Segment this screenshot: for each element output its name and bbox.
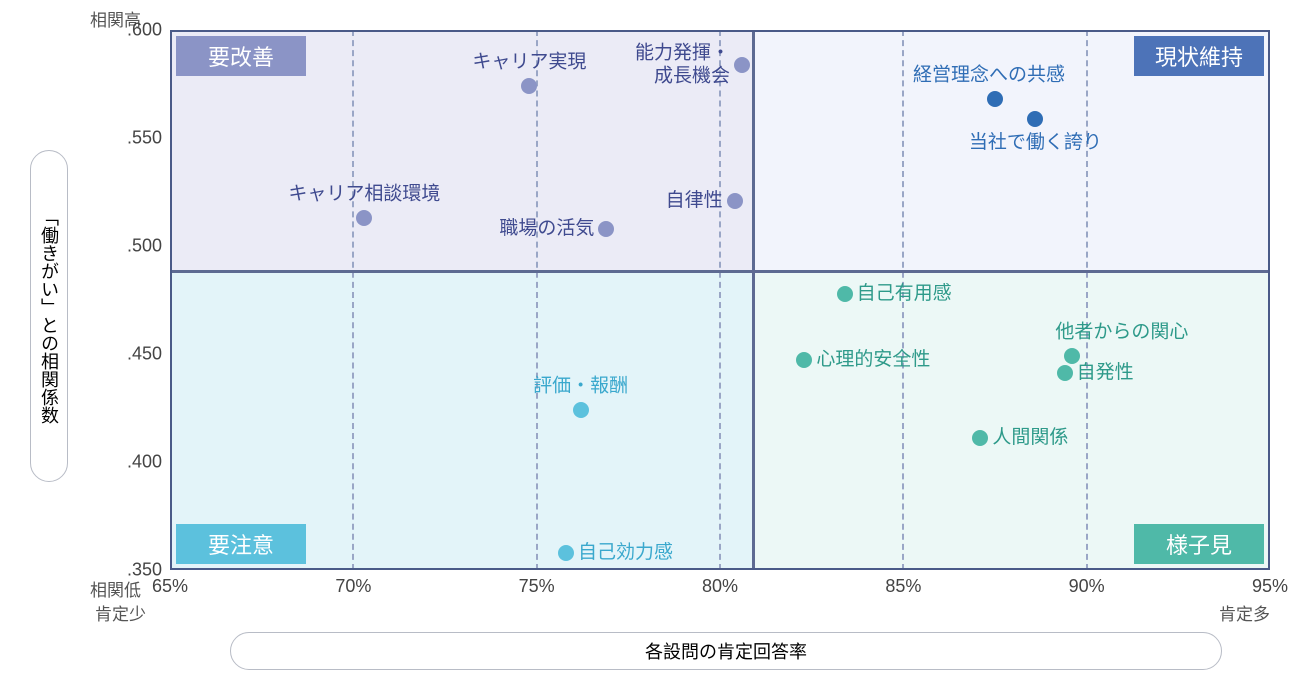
point-psych-safety <box>796 352 812 368</box>
x-axis-title-pill: 各設問の肯定回答率 <box>230 632 1222 670</box>
badge-maintain: 現状維持 <box>1134 36 1264 76</box>
y-tick-label: .400 <box>102 452 162 473</box>
point-label-self-useful: 自己有用感 <box>857 282 952 306</box>
scatter-plot-area: 要改善 現状維持 要注意 様子見 キャリア相談環境 キャリア実現職場の活気 能力発揮… <box>170 30 1270 570</box>
x-axis-right-label: 肯定多 <box>1215 600 1270 625</box>
point-label-career-realize: キャリア実現 <box>472 50 586 74</box>
y-axis-title: 「働きがい」との相関係数 <box>36 208 62 424</box>
x-axis-title: 各設問の肯定回答率 <box>645 638 807 664</box>
y-tick-label: .450 <box>102 344 162 365</box>
point-label-self-efficacy: 自己効力感 <box>578 541 673 565</box>
point-philosophy <box>987 91 1003 107</box>
badge-caution: 要注意 <box>176 524 306 564</box>
point-label-relationships: 人間関係 <box>992 426 1068 450</box>
point-label-workplace-vigor: 職場の活気 <box>499 217 594 241</box>
point-ability-growth <box>734 57 750 73</box>
x-tick-label: 65% <box>152 576 188 597</box>
badge-observe: 様子見 <box>1134 524 1264 564</box>
x-axis-left-label: 肯定少 <box>95 600 146 625</box>
point-career-consult <box>356 210 372 226</box>
point-label-pride: 当社で働く誇り <box>969 131 1102 155</box>
point-relationships <box>972 430 988 446</box>
point-workplace-vigor <box>598 221 614 237</box>
point-label-ability-growth: 能力発揮・成長機会 <box>635 41 730 89</box>
badge-improve: 要改善 <box>176 36 306 76</box>
point-label-philosophy: 経営理念への共感 <box>913 63 1065 87</box>
point-label-autonomy: 自律性 <box>666 189 723 213</box>
point-label-spontaneity: 自発性 <box>1077 362 1134 386</box>
y-tick-label: .550 <box>102 128 162 149</box>
x-tick-label: 80% <box>702 576 738 597</box>
point-self-efficacy <box>558 545 574 561</box>
point-label-psych-safety: 心理的安全性 <box>816 349 930 373</box>
point-spontaneity <box>1057 365 1073 381</box>
y-axis-title-pill: 「働きがい」との相関係数 <box>30 150 68 482</box>
point-self-useful <box>837 286 853 302</box>
point-autonomy <box>727 193 743 209</box>
x-tick-label: 70% <box>335 576 371 597</box>
x-tick-label: 75% <box>519 576 555 597</box>
x-tick-label: 95% <box>1252 576 1288 597</box>
y-tick-label: .500 <box>102 236 162 257</box>
point-label-career-consult: キャリア相談環境 <box>288 182 440 206</box>
point-career-realize <box>521 78 537 94</box>
x-tick-label: 85% <box>885 576 921 597</box>
point-label-others-interest: 他者からの関心 <box>1055 320 1188 344</box>
point-pride <box>1027 111 1043 127</box>
point-eval-reward <box>573 402 589 418</box>
y-tick-label: .600 <box>102 20 162 41</box>
y-axis-bottom-label: 相関低 <box>90 576 141 601</box>
x-tick-label: 90% <box>1069 576 1105 597</box>
point-label-eval-reward: 評価・報酬 <box>533 374 628 398</box>
plot-border <box>170 30 1270 570</box>
